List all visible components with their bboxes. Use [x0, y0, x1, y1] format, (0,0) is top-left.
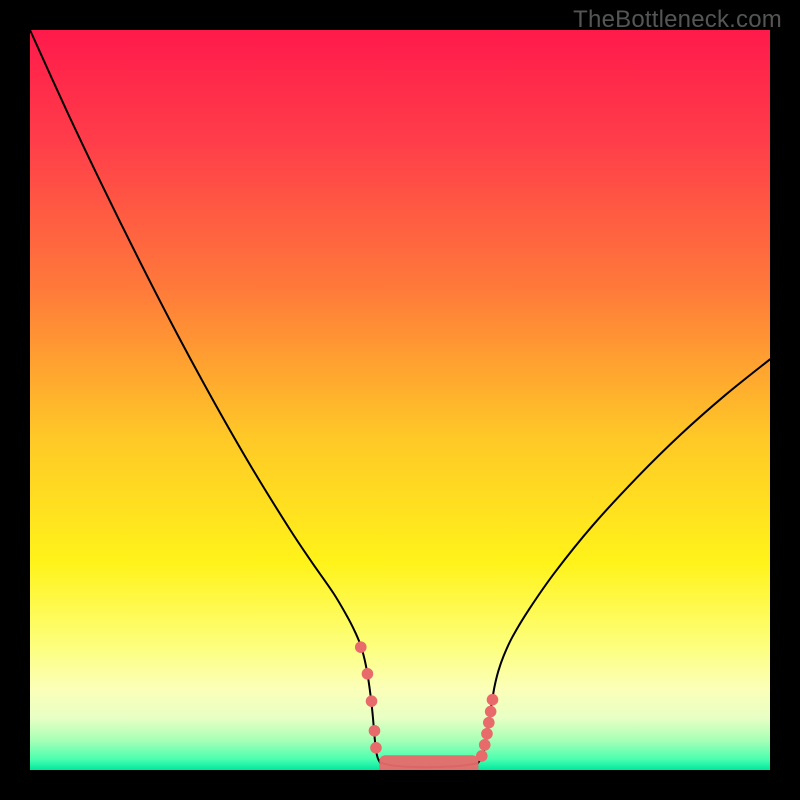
marker-dot [362, 668, 374, 680]
bottom-band [379, 755, 478, 770]
bottom-band-rect [379, 755, 478, 770]
plot-area [30, 30, 770, 770]
marker-dot [479, 739, 491, 751]
marker-dot [355, 641, 367, 653]
marker-dot [366, 695, 378, 707]
marker-dot [369, 725, 381, 737]
marker-dot [476, 750, 488, 762]
marker-dot [485, 706, 497, 718]
gradient-background [30, 30, 770, 770]
marker-dot [483, 717, 495, 729]
chart-svg [30, 30, 770, 770]
marker-dot [370, 742, 382, 754]
chart-frame: TheBottleneck.com [0, 0, 800, 800]
marker-dot [481, 728, 493, 740]
marker-dot [487, 694, 499, 706]
